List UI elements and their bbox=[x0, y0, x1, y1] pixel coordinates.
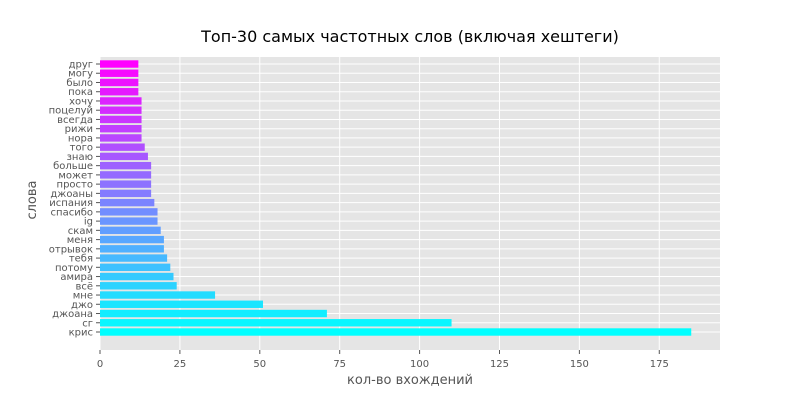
bar bbox=[100, 106, 142, 114]
y-tick-label: амира bbox=[60, 272, 93, 283]
bar bbox=[100, 115, 142, 124]
y-tick-label: отрывок bbox=[49, 244, 93, 255]
y-tick-label: может bbox=[58, 170, 93, 181]
x-tick-label: 0 bbox=[97, 359, 103, 370]
y-axis-label: слова bbox=[25, 180, 40, 219]
bar bbox=[100, 226, 161, 235]
y-tick-label: сг bbox=[82, 318, 93, 329]
bar bbox=[100, 134, 142, 142]
bar bbox=[100, 124, 142, 133]
bar bbox=[100, 282, 177, 290]
x-tick-label: 125 bbox=[490, 359, 509, 370]
bar bbox=[100, 78, 139, 87]
bar bbox=[100, 272, 174, 281]
y-tick-label: поцелуй bbox=[49, 106, 93, 117]
y-tick-label: ig bbox=[84, 217, 93, 228]
y-tick-label: джоана bbox=[52, 309, 93, 320]
y-tick-label: хочу bbox=[69, 96, 93, 107]
y-tick-label: джо bbox=[71, 300, 93, 311]
bar bbox=[100, 328, 692, 336]
y-tick-label: рижи bbox=[65, 124, 93, 135]
bar bbox=[100, 319, 452, 327]
y-tick-label: друг bbox=[69, 60, 93, 71]
bar bbox=[100, 161, 152, 170]
bar bbox=[100, 198, 155, 207]
y-tick-label: спасибо bbox=[51, 207, 93, 218]
bar bbox=[100, 254, 168, 262]
x-tick-label: 100 bbox=[410, 359, 429, 370]
bar bbox=[100, 97, 142, 105]
y-tick-label: джоаны bbox=[50, 189, 93, 200]
bar bbox=[100, 291, 216, 299]
y-tick-label: крис bbox=[69, 328, 93, 339]
chart-title: Топ-30 самых частотных слов (включая хеш… bbox=[200, 27, 619, 46]
y-tick-label: всегда bbox=[57, 115, 93, 126]
y-tick-label: того bbox=[70, 143, 93, 154]
y-tick-label: пока bbox=[68, 87, 93, 98]
bar bbox=[100, 143, 145, 151]
x-tick-label: 50 bbox=[253, 359, 266, 370]
y-tick-label: нора bbox=[68, 133, 93, 144]
x-tick-label: 150 bbox=[570, 359, 589, 370]
y-tick-label: испания bbox=[49, 198, 93, 209]
bar bbox=[100, 309, 327, 318]
bar bbox=[100, 152, 148, 161]
bar bbox=[100, 235, 164, 244]
bar bbox=[100, 69, 139, 77]
bar bbox=[100, 300, 263, 308]
y-tick-label: скам bbox=[68, 226, 93, 237]
bar bbox=[100, 88, 139, 96]
bar bbox=[100, 217, 158, 225]
y-tick-label: потому bbox=[55, 263, 93, 274]
bar bbox=[100, 171, 152, 179]
y-tick-label: знаю bbox=[67, 152, 93, 163]
y-tick-label: было bbox=[66, 78, 93, 89]
x-tick-label: 175 bbox=[650, 359, 669, 370]
y-tick-label: могу bbox=[68, 69, 93, 80]
y-tick-label: тебя bbox=[69, 254, 93, 265]
y-tick-label: просто bbox=[57, 180, 93, 191]
bar bbox=[100, 60, 139, 68]
bar bbox=[100, 245, 164, 253]
bar bbox=[100, 263, 171, 272]
bar bbox=[100, 180, 152, 188]
bar bbox=[100, 189, 152, 198]
y-tick-label: меня bbox=[67, 235, 93, 246]
x-axis-label: кол-во вхождений bbox=[347, 373, 473, 388]
x-axis-ticks: 0 25 50 75 100 125 150 175 bbox=[97, 350, 669, 370]
bars bbox=[100, 60, 692, 336]
y-tick-label: всё bbox=[75, 281, 93, 292]
bar bbox=[100, 208, 158, 216]
y-axis-ticks: криссгджоанаджомневсёамирапотомутебяотры… bbox=[49, 60, 100, 339]
y-tick-label: больше bbox=[53, 161, 93, 172]
x-tick-label: 25 bbox=[174, 359, 187, 370]
y-tick-label: мне bbox=[73, 291, 93, 302]
x-tick-label: 75 bbox=[333, 359, 346, 370]
